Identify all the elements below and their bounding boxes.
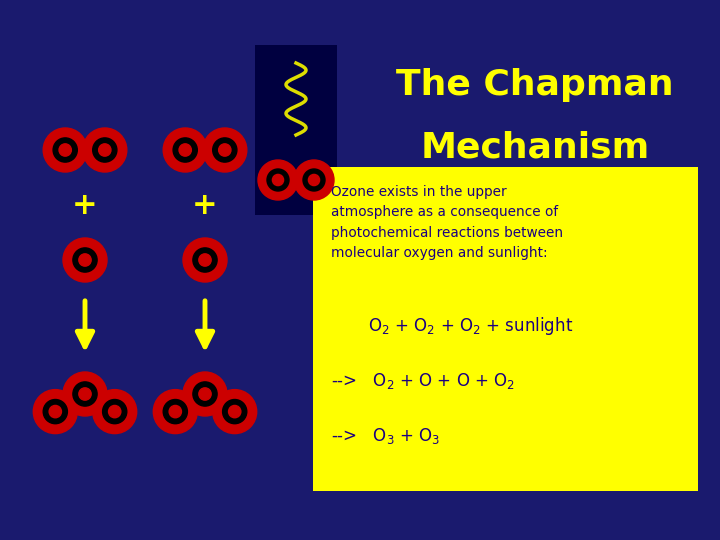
Text: Mechanism: Mechanism <box>420 130 649 164</box>
Circle shape <box>163 128 207 172</box>
Text: +: + <box>72 191 98 219</box>
Circle shape <box>83 128 127 172</box>
FancyBboxPatch shape <box>313 167 698 491</box>
Circle shape <box>79 254 91 266</box>
Circle shape <box>63 238 107 282</box>
FancyBboxPatch shape <box>255 45 337 215</box>
Circle shape <box>109 406 121 418</box>
Circle shape <box>267 169 289 191</box>
Circle shape <box>153 389 197 434</box>
Circle shape <box>53 138 77 162</box>
Text: -->   O$_2$ + O + O + O$_2$: --> O$_2$ + O + O + O$_2$ <box>331 372 516 392</box>
Circle shape <box>183 238 227 282</box>
Circle shape <box>219 144 231 156</box>
Circle shape <box>199 254 211 266</box>
Text: -->   O$_3$ + O$_3$: --> O$_3$ + O$_3$ <box>331 427 441 447</box>
Circle shape <box>303 169 325 191</box>
Circle shape <box>63 372 107 416</box>
Circle shape <box>73 248 97 272</box>
Circle shape <box>43 128 87 172</box>
Circle shape <box>308 174 320 186</box>
Circle shape <box>102 400 127 424</box>
Circle shape <box>258 160 298 200</box>
Text: The Chapman: The Chapman <box>396 68 674 102</box>
Text: Ozone exists in the upper
atmosphere as a consequence of
photochemical reactions: Ozone exists in the upper atmosphere as … <box>331 185 563 260</box>
Circle shape <box>199 388 211 400</box>
Circle shape <box>93 138 117 162</box>
Text: +: + <box>192 191 218 219</box>
Circle shape <box>79 388 91 400</box>
Circle shape <box>272 174 284 186</box>
Circle shape <box>73 382 97 406</box>
Circle shape <box>193 248 217 272</box>
Circle shape <box>179 144 192 156</box>
Circle shape <box>33 389 77 434</box>
Circle shape <box>212 138 237 162</box>
Circle shape <box>93 389 137 434</box>
Circle shape <box>169 406 181 418</box>
Text: O$_2$ + O$_2$ + O$_2$ + sunlight: O$_2$ + O$_2$ + O$_2$ + sunlight <box>368 315 573 338</box>
Circle shape <box>163 400 187 424</box>
Circle shape <box>212 389 257 434</box>
Circle shape <box>222 400 247 424</box>
Circle shape <box>99 144 111 156</box>
Circle shape <box>294 160 334 200</box>
Circle shape <box>173 138 197 162</box>
Circle shape <box>43 400 68 424</box>
Circle shape <box>49 406 61 418</box>
Circle shape <box>193 382 217 406</box>
Circle shape <box>228 406 241 418</box>
Circle shape <box>59 144 71 156</box>
Circle shape <box>203 128 247 172</box>
Circle shape <box>183 372 227 416</box>
